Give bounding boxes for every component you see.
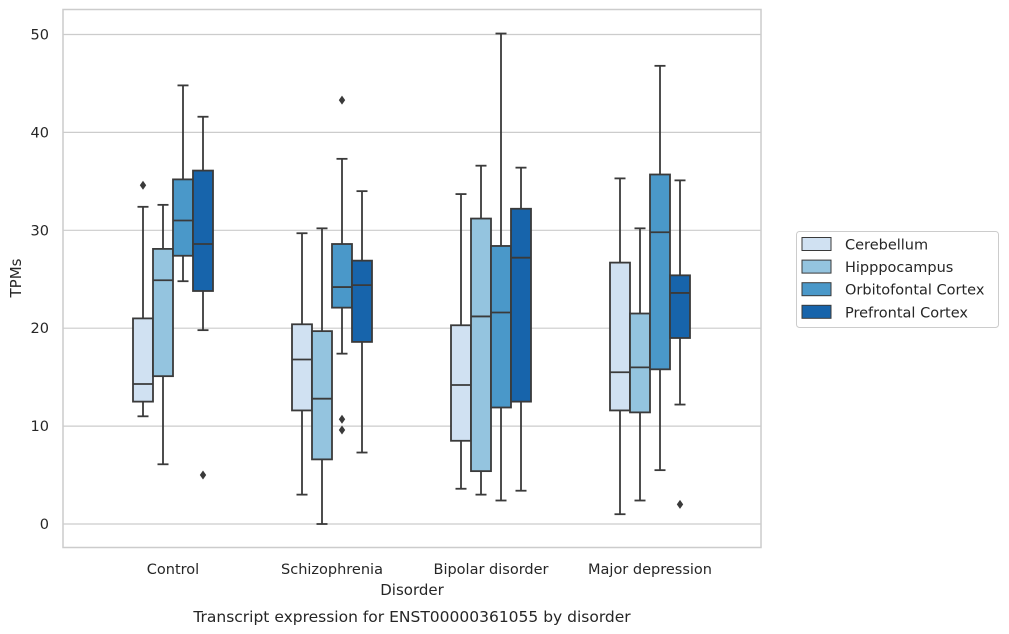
box-orbitofontal-cortex xyxy=(331,95,353,435)
x-tick-label: Major depression xyxy=(588,562,712,578)
legend-swatch xyxy=(801,259,832,274)
box-orbitofontal-cortex xyxy=(649,64,671,472)
box xyxy=(609,261,631,412)
legend-swatch xyxy=(801,237,832,251)
box xyxy=(669,274,691,339)
box xyxy=(450,324,472,442)
box xyxy=(470,217,492,473)
outlier-point xyxy=(139,180,147,190)
box xyxy=(311,330,333,461)
y-tick-label: 40 xyxy=(31,125,49,141)
box-hipppocampus xyxy=(311,227,333,525)
y-tick-label: 10 xyxy=(31,419,49,435)
legend-frame xyxy=(796,231,999,328)
y-tick-label: 0 xyxy=(40,517,49,533)
box xyxy=(510,207,532,403)
legend-label: Hipppocampus xyxy=(845,260,953,276)
x-tick-labels: Control Schizophrenia Bipolar disorder Majo… xyxy=(147,562,712,578)
x-tick-label: Schizophrenia xyxy=(281,562,383,578)
box xyxy=(649,173,671,371)
y-axis-label: TPMs xyxy=(7,258,25,298)
box xyxy=(192,169,214,292)
y-tick-labels: 0 10 20 30 40 50 xyxy=(31,28,49,534)
legend-label: Prefrontal Cortex xyxy=(845,305,968,321)
chart-caption: Transcript expression for ENST0000036105… xyxy=(192,608,631,626)
box-orbitofontal-cortex xyxy=(172,84,194,283)
x-tick-label: Bipolar disorder xyxy=(434,562,549,578)
box xyxy=(490,245,512,409)
legend: Cerebellum Hipppocampus Orbitofontal Corte… xyxy=(796,231,999,328)
x-axis-label: Disorder xyxy=(380,581,444,599)
box-prefrontal-cortex xyxy=(510,166,532,492)
outlier-point xyxy=(338,414,346,424)
box xyxy=(152,248,174,378)
box-prefrontal-cortex xyxy=(192,115,214,480)
y-tick-label: 50 xyxy=(31,28,49,44)
box xyxy=(291,323,313,412)
y-tick-label: 30 xyxy=(31,223,49,239)
box-hipppocampus xyxy=(629,227,651,502)
box xyxy=(132,317,154,403)
box-cerebellum xyxy=(132,180,154,418)
outlier-point xyxy=(199,470,207,480)
box xyxy=(331,243,353,309)
box xyxy=(629,312,651,414)
box-prefrontal-cortex xyxy=(351,190,373,454)
legend-swatch xyxy=(801,282,832,297)
box-orbitofontal-cortex xyxy=(490,32,512,502)
plot-frame xyxy=(62,8,762,549)
box xyxy=(172,178,194,257)
box-cerebellum xyxy=(609,177,631,516)
box-hipppocampus xyxy=(152,203,174,466)
outlier-point xyxy=(338,425,346,435)
outlier-point xyxy=(676,499,684,509)
plot-area xyxy=(63,9,761,548)
legend-swatch xyxy=(801,304,832,319)
legend-label: Orbitofontal Cortex xyxy=(845,283,985,299)
box-series xyxy=(132,32,691,525)
x-tick-label: Control xyxy=(147,562,199,578)
box xyxy=(351,259,373,343)
y-tick-label: 20 xyxy=(31,321,49,337)
outlier-point xyxy=(338,95,346,105)
legend-label: Cerebellum xyxy=(845,238,928,254)
box-prefrontal-cortex xyxy=(669,179,691,509)
